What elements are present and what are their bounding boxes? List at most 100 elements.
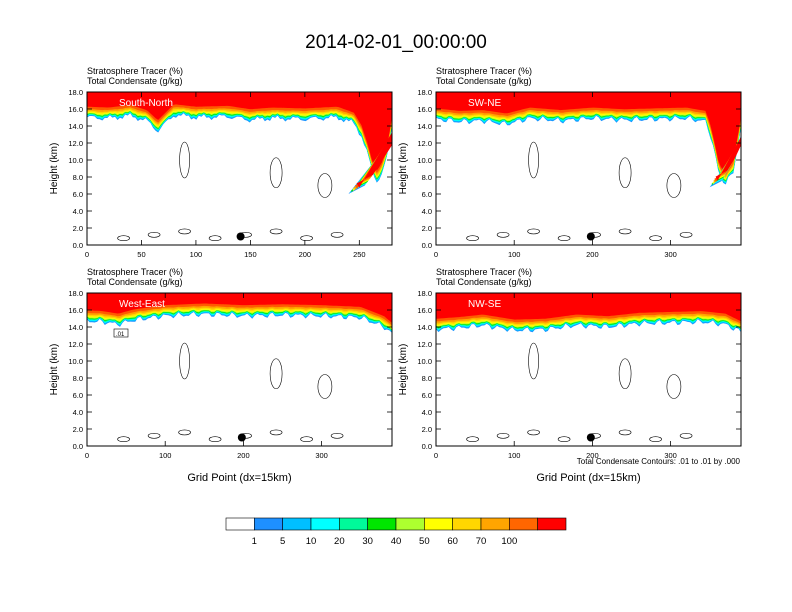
condensate-contour-low	[557, 235, 571, 241]
condensate-contour	[666, 374, 682, 399]
location-marker	[586, 433, 595, 442]
colorbar-label: 1	[252, 536, 257, 547]
panel-3: West-East .01 Stratosphere Tracer (%)Total…	[49, 267, 393, 484]
y-tick-label: 2.0	[422, 425, 432, 434]
y-tick-label: 14.0	[68, 122, 83, 131]
x-axis-label: Grid Point (dx=15km)	[187, 472, 291, 484]
panel-title-line1: Stratosphere Tracer (%)	[87, 267, 183, 277]
condensate-contour-low	[117, 235, 130, 241]
x-tick-label: 0	[85, 250, 89, 259]
x-tick-label: 200	[586, 250, 599, 259]
y-axis-label: Height (km)	[49, 344, 60, 396]
x-tick-label: 300	[315, 451, 328, 460]
section-label: NW-SE	[468, 299, 501, 310]
x-tick-label: 100	[159, 451, 172, 460]
condensate-contour-low	[269, 228, 283, 235]
condensate-contour	[179, 141, 190, 179]
colorbar-label: 30	[362, 536, 373, 547]
condensate-contour	[666, 173, 682, 198]
colorbar-label: 5	[280, 536, 285, 547]
tracer-core	[87, 293, 392, 321]
condensate-contour-low	[178, 228, 191, 235]
colorbar-swatch-12	[537, 517, 567, 531]
panel-title-line1: Stratosphere Tracer (%)	[436, 66, 532, 76]
location-marker	[236, 232, 245, 241]
tracer-core	[436, 293, 741, 322]
plot-area	[436, 92, 741, 245]
condensate-contour	[528, 342, 539, 380]
condensate-contour-low	[330, 432, 344, 439]
y-axis-label: Height (km)	[398, 344, 409, 396]
colorbar-swatch-10	[480, 517, 510, 531]
colorbar-label: 100	[501, 536, 517, 547]
y-tick-label: 6.0	[422, 391, 432, 400]
condensate-contour-low	[649, 436, 662, 443]
y-tick-label: 10.0	[68, 156, 83, 165]
condensate-contour	[317, 374, 333, 399]
condensate-contour-low	[557, 436, 571, 443]
colorbar-label: 40	[391, 536, 402, 547]
y-tick-label: 12.0	[68, 139, 83, 148]
condensate-contour-low	[466, 235, 479, 241]
y-tick-label: 2.0	[422, 224, 432, 233]
colorbar-swatch-3	[282, 517, 312, 531]
condensate-contour-low	[208, 235, 222, 241]
y-tick-label: 0.0	[422, 442, 432, 451]
y-tick-label: 12.0	[417, 340, 432, 349]
y-tick-label: 4.0	[422, 207, 432, 216]
y-tick-label: 6.0	[73, 391, 83, 400]
section-label: South-North	[119, 98, 173, 109]
y-tick-label: 12.0	[417, 139, 432, 148]
section-label: West-East	[119, 299, 165, 310]
colorbar-swatch-5	[339, 517, 368, 531]
colorbar-swatch-1	[225, 517, 255, 531]
panel-2: SW-NE Stratosphere Tracer (%)Total Conden…	[398, 66, 742, 259]
condensate-contour-low	[527, 228, 540, 235]
condensate-contour-low	[679, 232, 693, 238]
condensate-contour-low	[496, 232, 510, 238]
condensate-contour	[269, 157, 283, 189]
plume-band-7	[356, 109, 392, 188]
section-label: SW-NE	[468, 98, 501, 109]
y-tick-label: 8.0	[422, 173, 432, 182]
contour-label-box	[113, 328, 129, 338]
x-tick-label: 100	[508, 250, 521, 259]
colorbar-swatch-6	[367, 517, 397, 531]
plot-area	[87, 293, 392, 446]
condensate-contour	[317, 173, 333, 198]
y-tick-label: 8.0	[422, 374, 432, 383]
condensate-contour-low	[117, 436, 130, 443]
location-marker	[237, 433, 246, 442]
colorbar-swatch-11	[509, 517, 538, 531]
y-tick-label: 4.0	[422, 408, 432, 417]
colorbar-label: 20	[334, 536, 345, 547]
y-tick-label: 4.0	[73, 207, 83, 216]
y-tick-label: 18.0	[68, 88, 83, 97]
y-tick-label: 6.0	[422, 190, 432, 199]
plot-background	[87, 293, 392, 446]
y-tick-label: 0.0	[73, 442, 83, 451]
plot-area	[87, 92, 392, 245]
y-tick-label: 10.0	[68, 357, 83, 366]
y-tick-label: 10.0	[417, 156, 432, 165]
panel-title-line1: Stratosphere Tracer (%)	[87, 66, 183, 76]
y-tick-label: 6.0	[73, 190, 83, 199]
condensate-contour-low	[496, 432, 510, 439]
condensate-contour-low	[208, 436, 222, 443]
y-tick-label: 16.0	[68, 105, 83, 114]
location-marker	[586, 232, 595, 241]
contour-label: .01	[116, 332, 125, 338]
contour-note: Total Condensate Contours: .01 to .01 by…	[576, 457, 740, 466]
y-tick-label: 2.0	[73, 425, 83, 434]
condensate-contour-low	[147, 432, 161, 439]
condensate-contour-low	[300, 235, 313, 241]
colorbar-label: 70	[476, 536, 487, 547]
plot-area	[436, 293, 741, 446]
condensate-contour-low	[466, 436, 479, 443]
x-tick-label: 0	[434, 250, 438, 259]
y-tick-label: 18.0	[417, 88, 432, 97]
y-axis-label: Height (km)	[49, 143, 60, 195]
y-tick-label: 14.0	[417, 122, 432, 131]
x-tick-label: 0	[434, 451, 438, 460]
